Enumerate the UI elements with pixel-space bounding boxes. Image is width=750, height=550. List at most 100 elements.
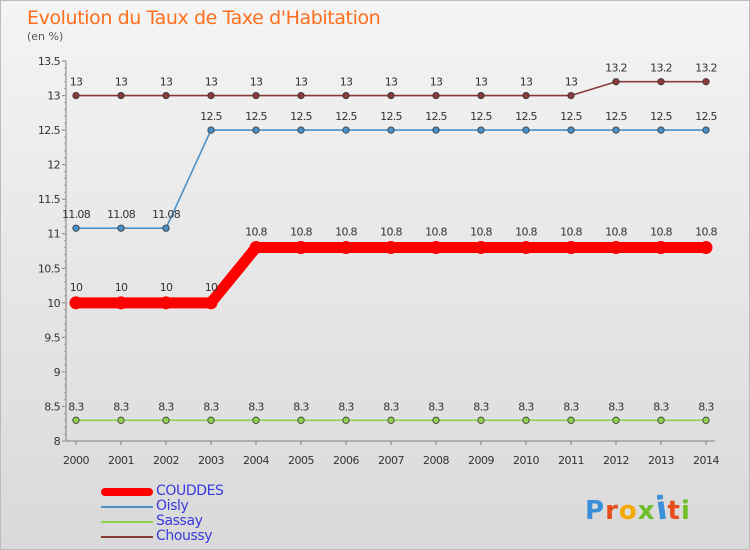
data-label: 13 — [250, 76, 263, 89]
data-label: 10.8 — [605, 226, 627, 239]
legend-label: Oisly — [156, 498, 189, 514]
data-point — [159, 296, 173, 310]
data-label: 13 — [385, 76, 398, 89]
series-couddes: 10 10 10 10 10.8 10.8 10.8 10.8 10.8 10.8 10.8 10.8… — [69, 226, 718, 310]
data-label: 13 — [475, 76, 488, 89]
data-point — [117, 224, 125, 232]
y-tick-label: 12.5 — [38, 124, 61, 137]
data-label: 10.8 — [245, 226, 267, 239]
data-point — [387, 416, 395, 424]
data-label: 10.8 — [470, 226, 492, 239]
chart-subtitle: (en %) — [27, 30, 64, 43]
data-point — [522, 126, 530, 134]
y-tick-label: 8.5 — [44, 400, 60, 413]
data-label: 12.5 — [245, 110, 267, 123]
legend-label: Sassay — [156, 513, 203, 529]
data-point — [699, 241, 713, 255]
data-label: 12.5 — [650, 110, 672, 123]
series-sassay: 8.3 8.3 8.3 8.3 8.3 8.3 8.3 8.3 8.3 8.3 8.3 8.3 8.3 8… — [68, 400, 715, 424]
data-point — [252, 126, 260, 134]
x-tick-label: 2012 — [603, 454, 629, 467]
data-label: 12.5 — [560, 110, 582, 123]
x-tick-label: 2007 — [378, 454, 404, 467]
y-tick-label: 10 — [47, 297, 60, 310]
data-point — [117, 91, 125, 100]
data-label: 8.3 — [113, 400, 129, 413]
data-label: 13 — [565, 76, 578, 89]
data-label: 12.5 — [290, 110, 312, 123]
data-point — [342, 416, 350, 424]
data-point — [432, 126, 440, 134]
data-label: 8.3 — [293, 400, 309, 413]
data-label: 10 — [115, 281, 128, 294]
data-point — [474, 241, 488, 255]
data-label: 12.5 — [425, 110, 447, 123]
x-tick-label: 2013 — [648, 454, 674, 467]
data-point — [567, 126, 575, 134]
data-point — [612, 126, 620, 134]
data-label: 10.8 — [695, 226, 717, 239]
data-label: 13 — [295, 76, 308, 89]
data-point — [702, 126, 710, 134]
data-point — [297, 126, 305, 134]
y-tick-label: 8 — [54, 435, 61, 448]
data-point — [72, 224, 80, 232]
data-label: 8.3 — [158, 400, 174, 413]
data-label: 13 — [340, 76, 353, 89]
data-label: 10.8 — [380, 226, 402, 239]
data-point — [294, 241, 308, 255]
data-label: 12.5 — [515, 110, 537, 123]
data-label: 8.3 — [518, 400, 534, 413]
data-label: 11.08 — [62, 208, 91, 221]
x-tick-label: 2004 — [243, 454, 269, 467]
data-point — [612, 78, 620, 86]
data-label: 10.8 — [290, 226, 312, 239]
data-label: 13.2 — [605, 62, 627, 75]
data-point — [429, 241, 443, 255]
data-point — [654, 241, 668, 255]
data-label: 11.08 — [152, 208, 181, 221]
proxiti-logo: Proxiti — [585, 488, 691, 527]
y-tick-label: 10.5 — [38, 262, 61, 275]
legend-label: Choussy — [156, 528, 213, 544]
data-point — [519, 241, 533, 255]
x-tick-label: 2010 — [513, 454, 539, 467]
data-label: 12.5 — [200, 110, 222, 123]
legend-label: COUDDES — [156, 483, 224, 499]
data-point — [162, 224, 170, 232]
y-tick-label: 11.5 — [38, 193, 61, 206]
data-point — [522, 416, 530, 424]
series-line-couddes — [70, 242, 712, 309]
series-choussy: 13 13 13 13 13 13 13 13 13 13 13 13 13.2 13.2 13.2 — [70, 62, 718, 100]
x-tick-label: 2011 — [558, 454, 584, 467]
y-tick-label: 12 — [47, 159, 60, 172]
logo-letter: o — [618, 496, 638, 526]
data-point — [567, 91, 575, 100]
data-point — [117, 416, 125, 424]
data-point — [702, 78, 710, 86]
x-tick-label: 2009 — [468, 454, 494, 467]
data-point — [249, 241, 263, 255]
y-tick-label: 13.5 — [38, 55, 61, 68]
data-label: 10 — [70, 281, 83, 294]
data-label: 10.8 — [560, 226, 582, 239]
y-tick-label: 9 — [54, 366, 61, 379]
data-label: 10 — [205, 281, 218, 294]
data-point — [297, 91, 305, 100]
data-point — [387, 126, 395, 134]
data-label: 12.5 — [605, 110, 627, 123]
data-point — [207, 126, 215, 134]
logo-letter: P — [585, 496, 606, 526]
data-label: 8.3 — [428, 400, 444, 413]
data-point — [207, 91, 215, 100]
x-tick-label: 2014 — [693, 454, 719, 467]
y-tick-label: 9.5 — [44, 331, 60, 344]
x-tick-label: 2002 — [153, 454, 179, 467]
logo-letter: i — [680, 496, 691, 526]
data-label: 8.3 — [203, 400, 219, 413]
data-label: 10.8 — [650, 226, 672, 239]
chart-title: Evolution du Taux de Taxe d'Habitation — [27, 7, 381, 29]
data-label: 10.8 — [515, 226, 537, 239]
data-label: 13 — [205, 76, 218, 89]
